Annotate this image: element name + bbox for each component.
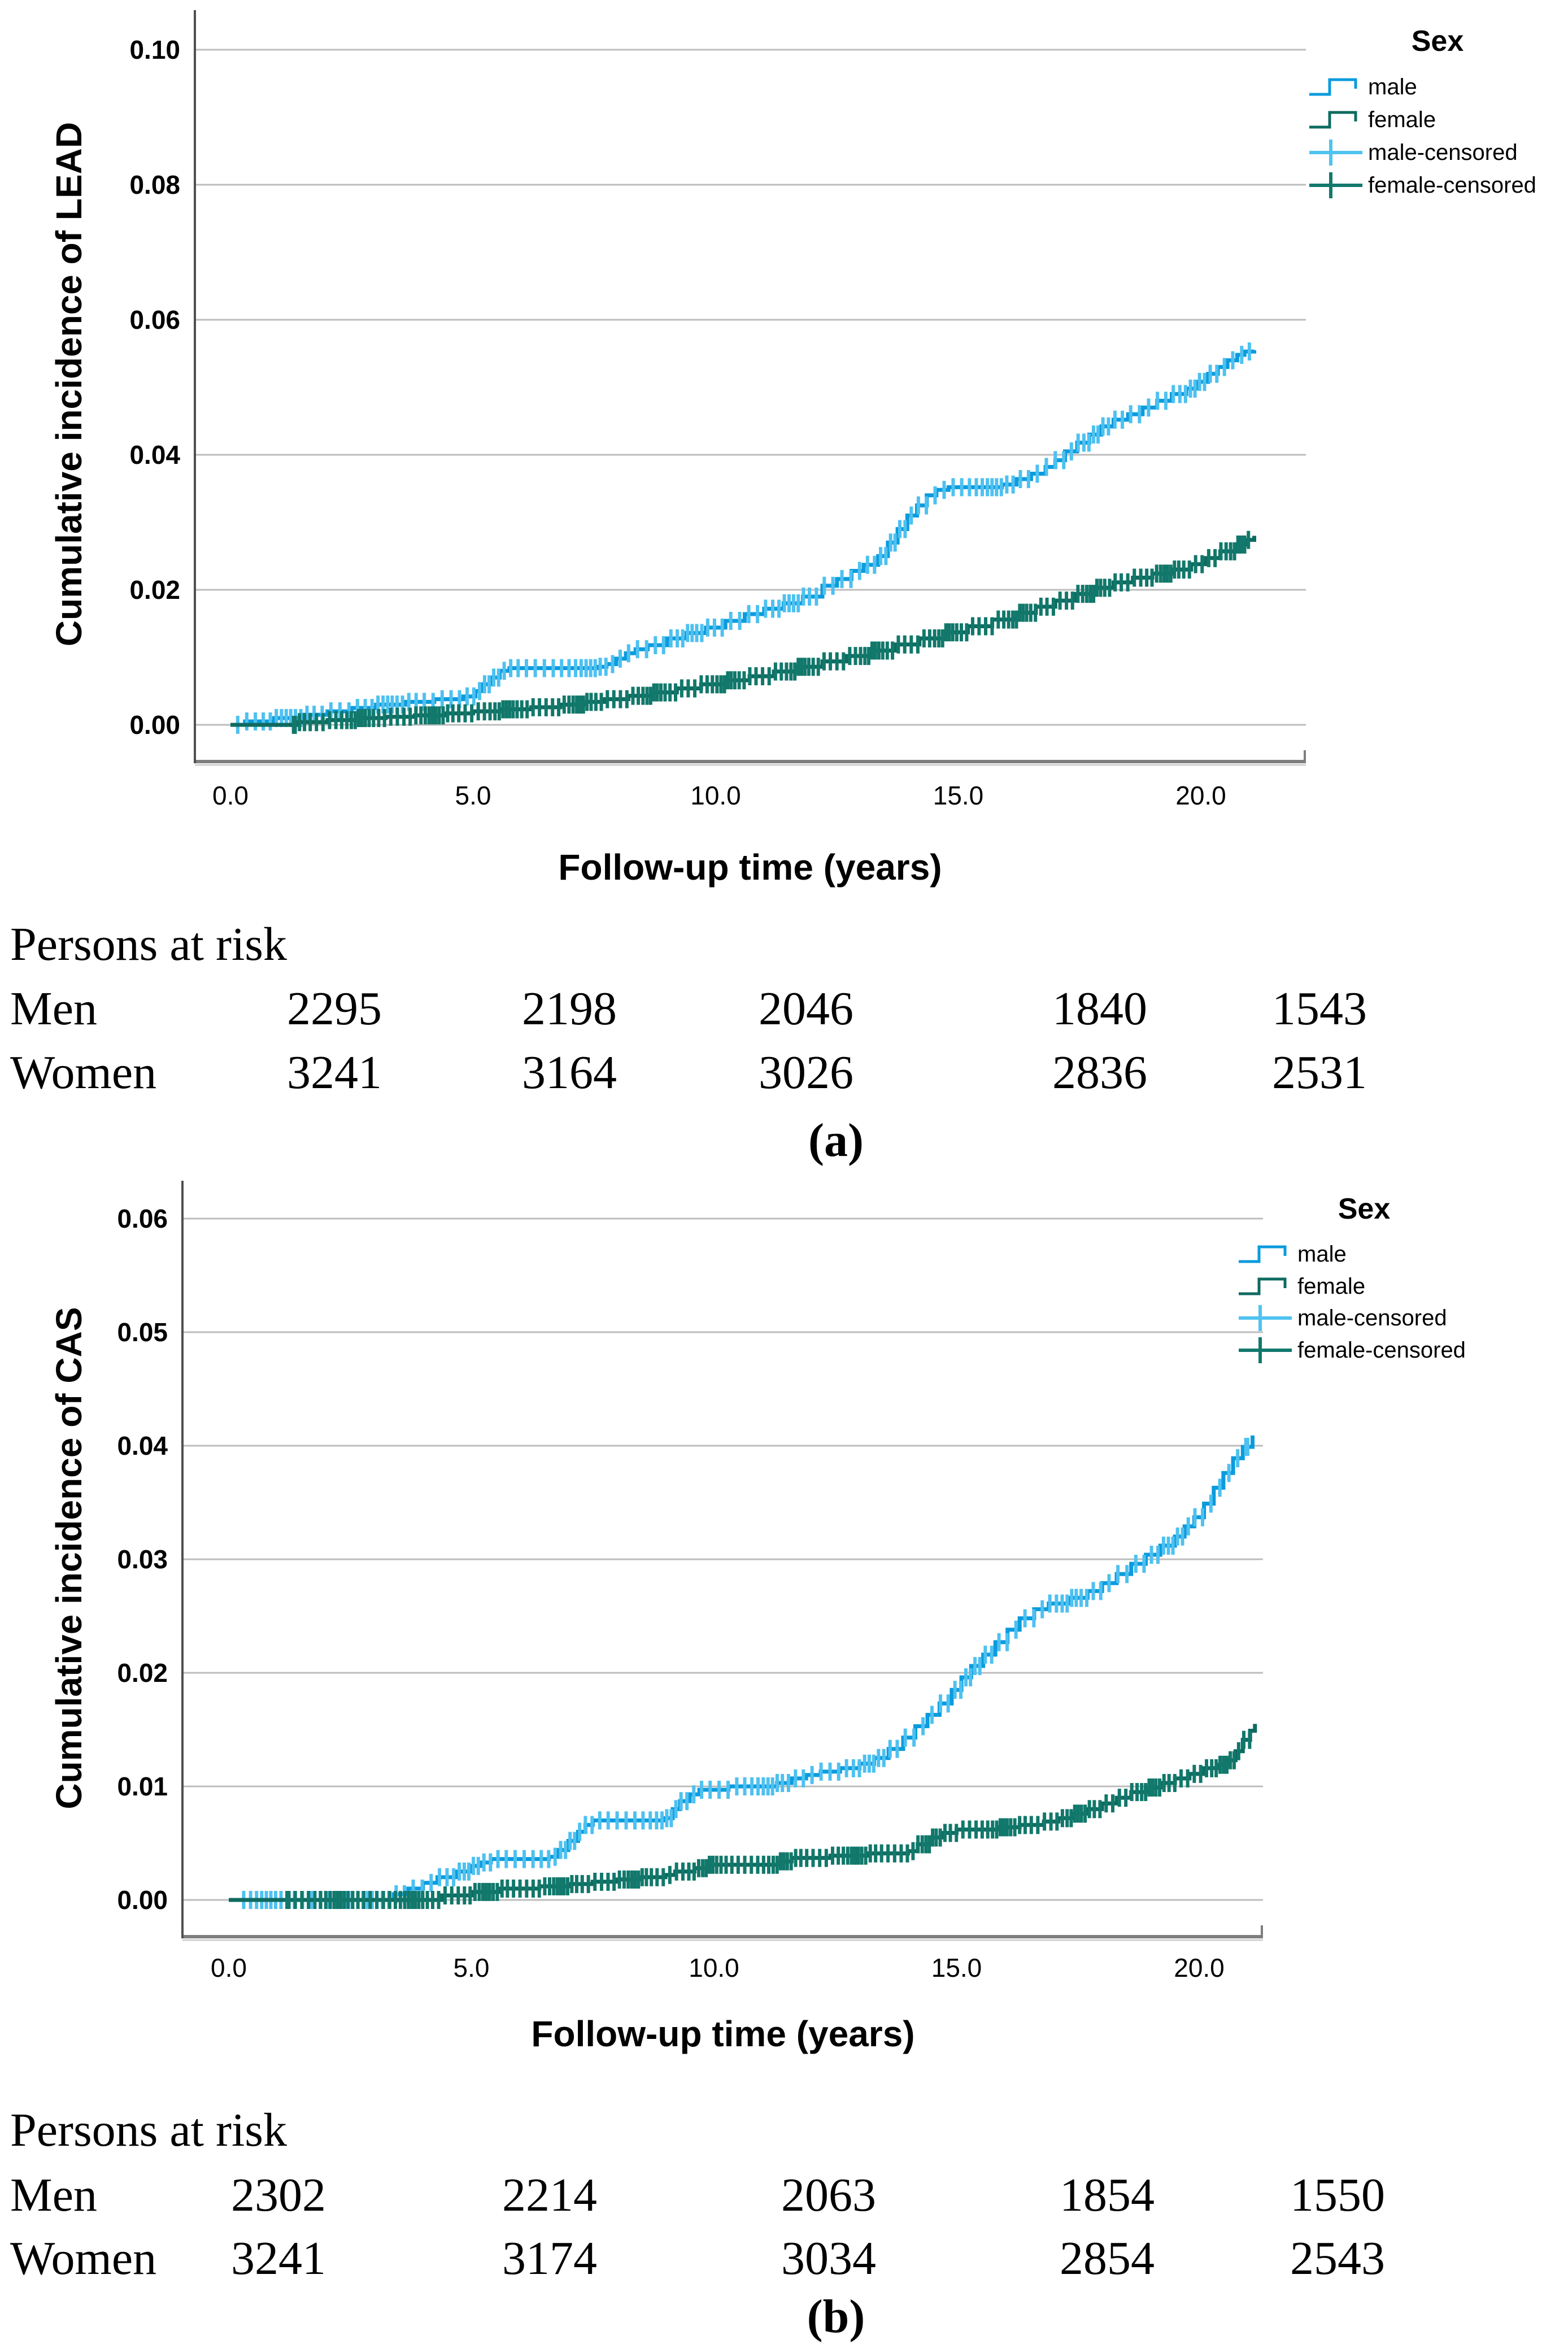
svg-text:15.0: 15.0 <box>933 781 984 810</box>
risk-value: 2531 <box>1272 1046 1367 1099</box>
chart-b: 0.00 0.01 0.02 0.03 0.04 0.05 0.06 0.0 5.0 10.0 15… <box>117 1181 1263 1982</box>
legend-entry-male: male <box>1238 1241 1347 1268</box>
risk-value: 2198 <box>522 982 617 1035</box>
y-axis-title-cas: Cumulative incidence of CAS <box>49 1307 89 1810</box>
svg-text:0.02: 0.02 <box>129 575 180 605</box>
legend-label-female: female <box>1297 1273 1366 1299</box>
risk-row-label-women: Women <box>10 2232 157 2285</box>
series-line-male <box>229 1435 1255 1902</box>
x-axis-title-a: Follow-up time (years) <box>558 847 942 888</box>
svg-text:0.0: 0.0 <box>211 1953 247 1982</box>
censor-marks-female <box>291 530 1251 734</box>
censor-marks-female <box>285 1730 1252 1909</box>
panel-label-a: (a) <box>808 1114 864 1167</box>
svg-text:0.00: 0.00 <box>129 710 180 740</box>
legend-label-female-censored: female-censored <box>1368 172 1536 198</box>
risk-value: 2295 <box>287 982 382 1035</box>
legend-label-female-censored: female-censored <box>1297 1337 1466 1363</box>
male-step-line-icon <box>1309 78 1357 96</box>
svg-text:0.02: 0.02 <box>117 1658 168 1688</box>
legend-label-male-censored: male-censored <box>1297 1305 1447 1330</box>
risk-value: 3241 <box>287 1046 382 1099</box>
risk-value: 3174 <box>502 2232 597 2285</box>
risk-value: 2543 <box>1290 2232 1385 2285</box>
legend-label-female: female <box>1368 107 1436 132</box>
risk-value: 1840 <box>1052 982 1147 1035</box>
risk-value: 2302 <box>231 2169 326 2221</box>
series-line-male <box>230 349 1256 727</box>
svg-text:0.08: 0.08 <box>129 170 180 199</box>
svg-text:10.0: 10.0 <box>689 1953 739 1982</box>
legend-entry-female: female <box>1308 106 1436 133</box>
risk-value: 1854 <box>1060 2169 1155 2221</box>
svg-text:0.06: 0.06 <box>117 1204 168 1233</box>
legend-entry-male-censored: male-censored <box>1308 139 1518 166</box>
legend-title-a: Sex <box>1411 25 1464 58</box>
risk-value: 3034 <box>781 2232 876 2285</box>
svg-text:20.0: 20.0 <box>1175 781 1226 810</box>
risk-value: 3241 <box>231 2232 326 2285</box>
panel-label-b: (b) <box>807 2290 865 2343</box>
risk-table-title: Persons at risk <box>10 918 287 971</box>
risk-row-label-women: Women <box>10 1046 157 1099</box>
svg-text:0.03: 0.03 <box>117 1545 168 1574</box>
svg-text:0.10: 0.10 <box>129 35 180 64</box>
chart-a: 0.00 0.02 0.04 0.06 0.08 0.10 0.0 5.0 10.0 15.0 20… <box>129 10 1306 810</box>
risk-value: 1543 <box>1272 982 1367 1035</box>
legend-label-male-censored: male-censored <box>1368 140 1518 165</box>
legend-label-male: male <box>1368 74 1417 99</box>
svg-text:20.0: 20.0 <box>1174 1953 1225 1982</box>
svg-text:15.0: 15.0 <box>931 1953 982 1982</box>
svg-text:0.0: 0.0 <box>212 781 249 810</box>
svg-text:0.00: 0.00 <box>117 1885 168 1915</box>
male-censored-plus-icon <box>1309 140 1362 166</box>
svg-text:0.04: 0.04 <box>117 1431 168 1460</box>
female-censored-plus-icon <box>1309 172 1362 198</box>
female-step-line-icon <box>1309 111 1357 129</box>
svg-text:10.0: 10.0 <box>690 781 741 810</box>
male-step-line-icon <box>1239 1245 1287 1263</box>
female-censored-plus-icon <box>1239 1337 1292 1363</box>
legend-entry-female: female <box>1238 1273 1365 1300</box>
svg-text:0.01: 0.01 <box>117 1772 168 1801</box>
risk-value: 3164 <box>522 1046 617 1099</box>
risk-value: 2063 <box>781 2169 876 2221</box>
svg-text:0.05: 0.05 <box>117 1317 168 1347</box>
risk-table-title: Persons at risk <box>10 2104 287 2156</box>
risk-value: 2214 <box>502 2169 597 2221</box>
legend-title-b: Sex <box>1338 1193 1391 1225</box>
risk-value: 3026 <box>759 1046 853 1099</box>
legend-entry-female-censored: female-censored <box>1308 172 1536 199</box>
female-step-line-icon <box>1239 1277 1287 1295</box>
svg-text:5.0: 5.0 <box>454 1953 490 1982</box>
svg-text:5.0: 5.0 <box>455 781 491 810</box>
male-censored-plus-icon <box>1239 1305 1292 1331</box>
y-axis-title-lead: Cumulative incidence of LEAD <box>49 121 89 647</box>
legend-entry-male-censored: male-censored <box>1238 1304 1447 1332</box>
risk-row-label-men: Men <box>10 2169 97 2221</box>
legend-label-male: male <box>1297 1241 1347 1267</box>
legend-entry-male: male <box>1308 73 1417 101</box>
risk-value: 2854 <box>1060 2232 1155 2285</box>
x-axis-title-b: Follow-up time (years) <box>531 2014 915 2054</box>
risk-value: 2836 <box>1052 1046 1147 1099</box>
risk-value: 1550 <box>1290 2169 1385 2221</box>
legend-entry-female-censored: female-censored <box>1238 1337 1466 1364</box>
svg-text:0.04: 0.04 <box>129 440 180 469</box>
risk-row-label-men: Men <box>10 982 97 1035</box>
svg-text:0.06: 0.06 <box>129 305 180 334</box>
risk-value: 2046 <box>759 982 853 1035</box>
